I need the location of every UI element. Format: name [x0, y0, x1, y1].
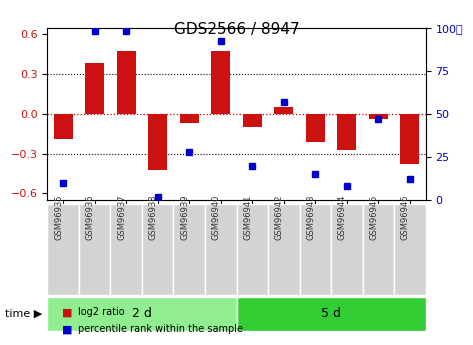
FancyBboxPatch shape — [47, 297, 237, 331]
Text: time ▶: time ▶ — [5, 309, 42, 319]
Text: GSM96937: GSM96937 — [117, 195, 126, 240]
Bar — [274, 107, 293, 114]
Text: GSM96945: GSM96945 — [369, 195, 378, 240]
Text: GSM96939: GSM96939 — [180, 195, 189, 240]
Text: GSM96935: GSM96935 — [54, 195, 63, 240]
Bar — [148, 114, 167, 170]
FancyBboxPatch shape — [47, 204, 79, 295]
Bar — [85, 63, 104, 114]
Bar — [306, 114, 325, 142]
Text: GSM96943: GSM96943 — [307, 195, 315, 240]
Text: GSM96936: GSM96936 — [86, 195, 95, 240]
Bar — [243, 114, 262, 127]
Text: percentile rank within the sample: percentile rank within the sample — [78, 325, 243, 334]
Text: GDS2566 / 8947: GDS2566 / 8947 — [174, 22, 299, 37]
FancyBboxPatch shape — [331, 204, 363, 295]
Bar — [369, 114, 388, 119]
Text: GSM96946: GSM96946 — [401, 195, 410, 240]
Text: GSM96941: GSM96941 — [243, 195, 252, 240]
Bar — [401, 114, 420, 164]
FancyBboxPatch shape — [236, 297, 426, 331]
FancyBboxPatch shape — [268, 204, 299, 295]
Bar — [180, 114, 199, 123]
Text: GSM96944: GSM96944 — [338, 195, 347, 240]
FancyBboxPatch shape — [236, 204, 268, 295]
Bar — [53, 114, 72, 139]
Text: ■: ■ — [61, 325, 72, 334]
Text: 2 d: 2 d — [132, 307, 152, 321]
FancyBboxPatch shape — [142, 204, 174, 295]
Bar — [337, 114, 356, 150]
FancyBboxPatch shape — [394, 204, 426, 295]
Bar — [117, 51, 136, 114]
Bar — [211, 51, 230, 114]
Text: log2 ratio: log2 ratio — [78, 307, 125, 317]
Text: GSM96940: GSM96940 — [212, 195, 221, 240]
Text: 5 d: 5 d — [321, 307, 341, 321]
FancyBboxPatch shape — [174, 204, 205, 295]
FancyBboxPatch shape — [363, 204, 394, 295]
FancyBboxPatch shape — [79, 204, 110, 295]
Text: ■: ■ — [61, 307, 72, 317]
Text: GSM96938: GSM96938 — [149, 195, 158, 240]
FancyBboxPatch shape — [299, 204, 331, 295]
Text: GSM96942: GSM96942 — [275, 195, 284, 240]
FancyBboxPatch shape — [110, 204, 142, 295]
FancyBboxPatch shape — [205, 204, 236, 295]
